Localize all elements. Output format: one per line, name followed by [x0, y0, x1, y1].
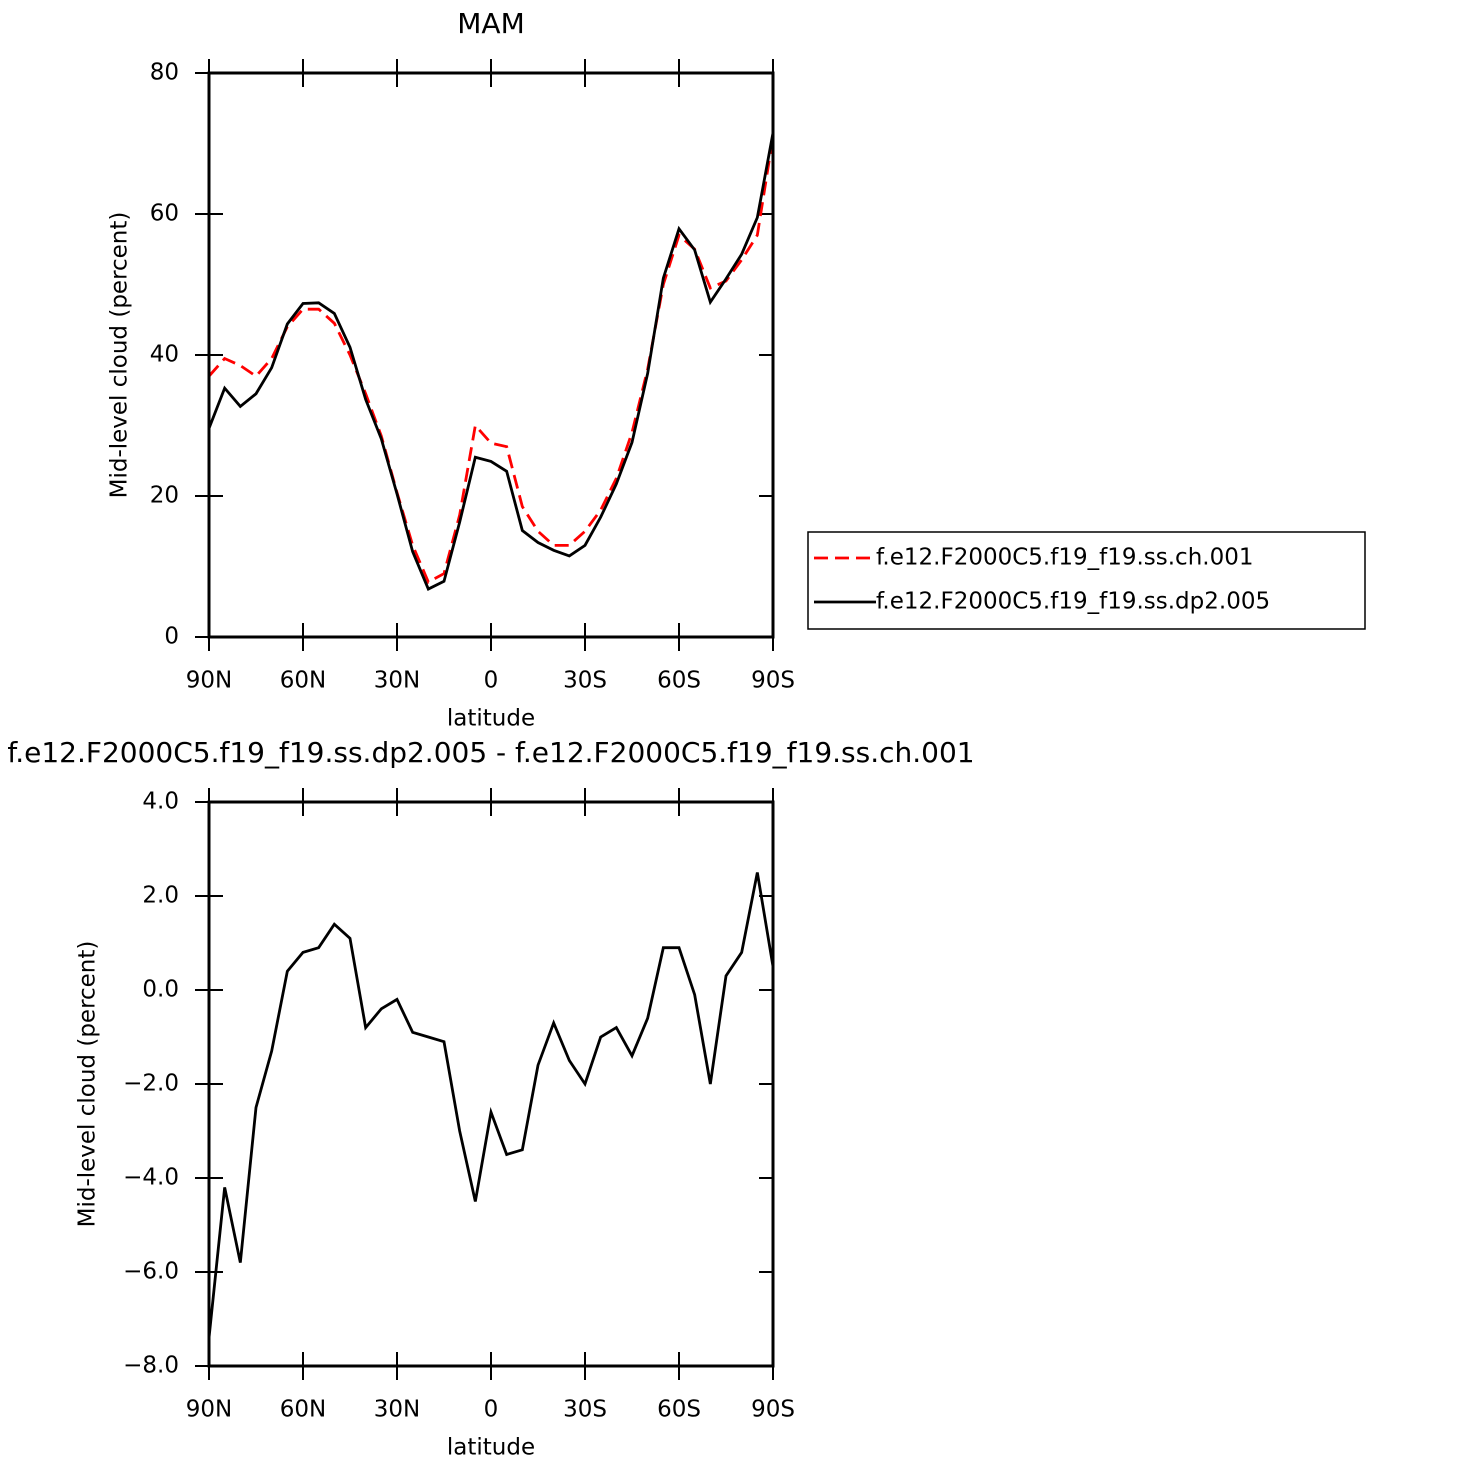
- data-line: [209, 872, 773, 1338]
- x-tick-label: 90S: [751, 1397, 795, 1423]
- chart-title: MAM: [457, 7, 524, 40]
- y-tick-label: 20: [150, 483, 179, 509]
- x-tick-label: 0: [484, 1397, 499, 1423]
- x-tick-label: 30N: [374, 668, 420, 694]
- y-axis-label: Mid-level cloud (percent): [107, 212, 133, 499]
- y-tick-label: 60: [150, 201, 179, 227]
- x-tick-label: 30S: [563, 668, 607, 694]
- y-tick-label: 2.0: [142, 883, 179, 909]
- x-axis-label: latitude: [447, 706, 535, 732]
- plot-frame: [207, 800, 775, 1368]
- x-tick-label: 60S: [657, 668, 701, 694]
- x-tick-label: 90N: [186, 668, 232, 694]
- y-axis-label: Mid-level cloud (percent): [75, 941, 101, 1228]
- legend-label: f.e12.F2000C5.f19_f19.ss.dp2.005: [876, 589, 1270, 615]
- x-tick-label: 30N: [374, 1397, 420, 1423]
- plot-frame: [207, 71, 775, 639]
- x-tick-label: 60N: [280, 668, 326, 694]
- data-line: [209, 136, 773, 584]
- legend-box: [807, 531, 1366, 630]
- y-tick-label: 0: [164, 624, 179, 650]
- x-tick-label: 0: [484, 668, 499, 694]
- y-tick-label: 0.0: [142, 977, 179, 1003]
- y-tick-label: 40: [150, 342, 179, 368]
- x-tick-label: 60N: [280, 1397, 326, 1423]
- y-tick-label: −6.0: [123, 1259, 179, 1285]
- x-tick-label: 90S: [751, 668, 795, 694]
- x-tick-label: 60S: [657, 1397, 701, 1423]
- y-tick-label: 4.0: [142, 789, 179, 815]
- data-line: [209, 132, 773, 591]
- x-axis-label: latitude: [447, 1435, 535, 1461]
- legend-label: f.e12.F2000C5.f19_f19.ss.ch.001: [876, 545, 1253, 571]
- x-tick-label: 30S: [563, 1397, 607, 1423]
- y-tick-label: −4.0: [123, 1165, 179, 1191]
- y-tick-label: 80: [150, 60, 179, 86]
- x-tick-label: 90N: [186, 1397, 232, 1423]
- y-tick-label: −2.0: [123, 1071, 179, 1097]
- y-tick-label: −8.0: [123, 1353, 179, 1379]
- chart-title: f.e12.F2000C5.f19_f19.ss.dp2.005 - f.e12…: [7, 736, 974, 769]
